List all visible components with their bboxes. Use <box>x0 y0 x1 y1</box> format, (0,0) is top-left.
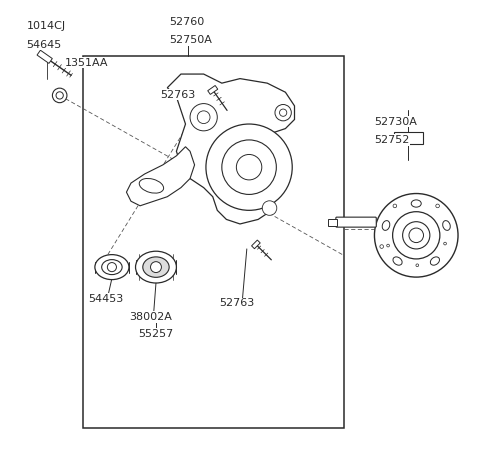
Circle shape <box>236 154 262 180</box>
Text: 54453: 54453 <box>88 294 123 304</box>
Ellipse shape <box>431 257 440 265</box>
Polygon shape <box>252 240 260 249</box>
Ellipse shape <box>411 200 421 207</box>
Ellipse shape <box>382 221 390 230</box>
Ellipse shape <box>102 260 122 275</box>
Ellipse shape <box>443 221 450 230</box>
Ellipse shape <box>135 251 177 283</box>
Bar <box>394 132 423 144</box>
Circle shape <box>393 204 396 208</box>
Text: 52730A: 52730A <box>374 117 417 127</box>
FancyBboxPatch shape <box>336 217 376 227</box>
Circle shape <box>151 262 161 272</box>
Text: 52763: 52763 <box>219 298 255 308</box>
Ellipse shape <box>143 257 169 277</box>
Bar <box>84 56 345 428</box>
Text: 52760: 52760 <box>169 17 205 27</box>
Ellipse shape <box>95 255 129 280</box>
Polygon shape <box>168 74 295 224</box>
Text: 52752: 52752 <box>374 135 409 145</box>
Text: 54645: 54645 <box>26 40 62 49</box>
Ellipse shape <box>393 257 402 265</box>
Text: 55257: 55257 <box>138 329 173 339</box>
Circle shape <box>262 201 277 215</box>
Circle shape <box>393 212 440 259</box>
Circle shape <box>409 228 423 243</box>
Circle shape <box>190 104 217 131</box>
Circle shape <box>197 111 210 123</box>
Circle shape <box>56 92 63 99</box>
Text: 52763: 52763 <box>160 90 196 100</box>
Circle shape <box>206 124 292 210</box>
Circle shape <box>279 109 287 117</box>
Circle shape <box>403 222 430 249</box>
Ellipse shape <box>139 179 164 193</box>
Text: 1014CJ: 1014CJ <box>26 21 66 32</box>
Circle shape <box>52 88 67 103</box>
Text: 52750A: 52750A <box>169 35 213 45</box>
Polygon shape <box>126 147 194 206</box>
Text: 1351AA: 1351AA <box>65 58 108 68</box>
Circle shape <box>108 263 117 271</box>
Text: 38002A: 38002A <box>129 312 171 322</box>
Circle shape <box>222 140 276 194</box>
Circle shape <box>387 244 389 247</box>
Polygon shape <box>208 85 218 95</box>
Circle shape <box>416 264 419 266</box>
Polygon shape <box>37 50 52 64</box>
Circle shape <box>380 245 384 248</box>
Circle shape <box>275 105 291 121</box>
Circle shape <box>436 204 439 208</box>
Circle shape <box>444 242 446 245</box>
Bar <box>328 218 337 226</box>
Circle shape <box>374 193 458 277</box>
